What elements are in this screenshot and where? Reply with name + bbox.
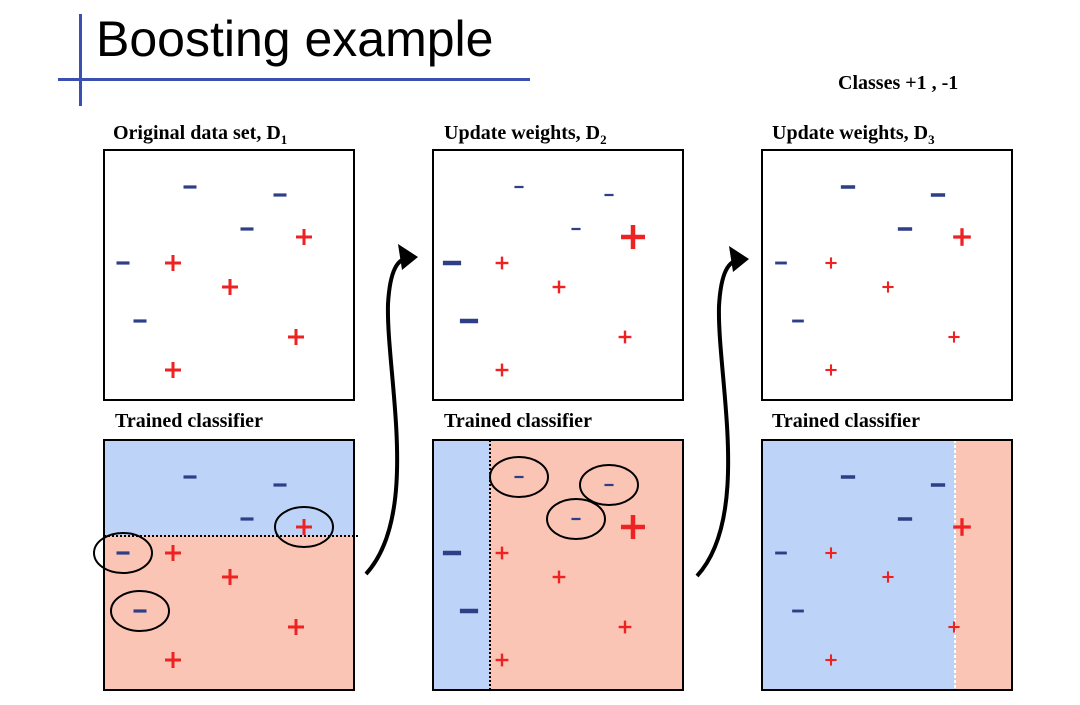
classifier-1-point-10 [165,652,181,668]
classifier-3-region-negative [762,440,955,690]
classifier-1-point-6 [165,545,181,561]
classifier-2-point-6 [495,546,509,560]
data-panel-d1 [103,149,355,401]
classifier-1-error-circle-4 [274,506,334,548]
classifier-2-point-4 [621,515,645,539]
panel-label-d2-sub: 2 [600,132,607,147]
classifier-2-error-circle-1 [489,456,549,498]
panel-label-d3: Update weights, D3 [772,122,935,148]
classifier-1-error-circle-5 [93,532,153,574]
classifier-label-3: Trained classifier [772,410,920,432]
panel-label-d3-sub: 3 [928,132,935,147]
panel-1-point-7 [222,279,238,295]
panel-2-point-9 [618,330,632,344]
panel-3-point-9 [948,331,960,343]
classifier-3-point-4 [953,518,971,536]
classifier-3-region-positive [955,440,1012,690]
panel-2-point-4 [621,225,645,249]
page-title: Boosting example [96,11,494,67]
classifier-label-2: Trained classifier [444,410,592,432]
classifier-1-region-negative [104,440,354,536]
data-panel-d2 [432,149,684,401]
title-horizontal-rule [58,78,530,81]
panel-1-point-6 [165,255,181,271]
panel-3-point-4 [953,228,971,246]
title-vertical-rule [79,14,82,106]
classifier-3-point-9 [948,621,960,633]
classifier-3-point-10 [825,654,837,666]
panel-1-point-4 [296,229,312,245]
panel-2-point-7 [552,280,566,294]
panel-label-d2-text: Update weights, D [444,122,601,144]
classifier-1-point-7 [222,569,238,585]
panel-3-point-6 [825,257,837,269]
classifier-2-region-positive [490,440,683,690]
classifier-3-point-7 [882,571,894,583]
classifier-3-point-6 [825,547,837,559]
arrow-to-d3 [695,258,740,578]
panel-label-d1-sub: 1 [280,132,288,147]
panel-label-d1-text: Original data set, D [113,122,281,144]
classifier-2-point-10 [495,653,509,667]
panel-1-point-9 [288,329,304,345]
arrow-to-d3-head [729,246,749,272]
classifier-1-point-9 [288,619,304,635]
panel-label-d1: Original data set, D1 [113,122,287,148]
panel-3-point-7 [882,281,894,293]
classifier-2-error-circle-2 [579,464,639,506]
classifier-1-point-4 [296,519,312,535]
classifier-panel-2 [432,439,684,691]
panel-label-d3-text: Update weights, D [772,122,929,144]
arrow-to-d2-head [398,244,418,270]
classifier-panel-1 [103,439,355,691]
panel-label-d2: Update weights, D2 [444,122,607,148]
panel-1-point-10 [165,362,181,378]
classifier-2-point-9 [618,620,632,634]
arrow-to-d2 [364,256,409,576]
classifier-2-point-7 [552,570,566,584]
classifier-1-error-circle-8 [110,590,170,632]
data-panel-d3 [761,149,1013,401]
panel-2-point-10 [495,363,509,377]
classes-legend: Classes +1 , -1 [838,72,959,94]
panel-3-point-10 [825,364,837,376]
classifier-panel-3 [761,439,1013,691]
classifier-1-region-positive [104,536,354,690]
panel-2-point-6 [495,256,509,270]
classifier-2-region-negative [433,440,490,690]
classifier-label-1: Trained classifier [115,410,263,432]
classifier-2-error-circle-3 [546,498,606,540]
